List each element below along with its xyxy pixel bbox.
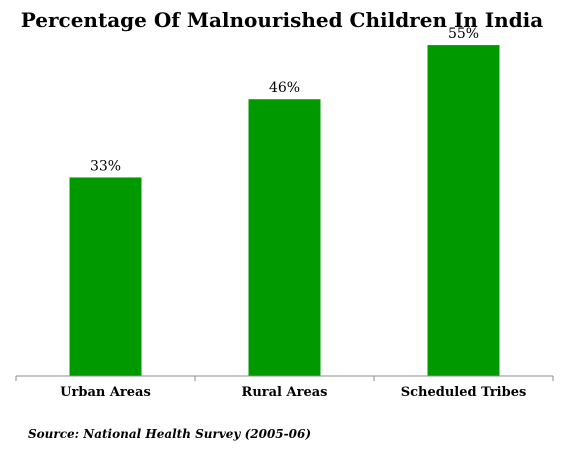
data-label: 46% (269, 80, 300, 96)
data-label: 33% (90, 158, 121, 174)
data-label: 55% (448, 26, 479, 42)
bar-urban-areas (69, 177, 142, 376)
category-labels-group: Urban Areas Rural Areas Scheduled Tribes (60, 385, 526, 400)
data-labels-group: 33% 46% 55% (90, 26, 479, 174)
chart-title: Percentage Of Malnourished Children In I… (20, 8, 544, 32)
category-label: Rural Areas (242, 385, 328, 400)
x-axis-ticks-group (15, 376, 554, 381)
source-note: Source: National Health Survey (2005-06) (28, 427, 312, 441)
category-label: Scheduled Tribes (401, 385, 527, 400)
category-label: Urban Areas (60, 385, 151, 400)
bars-group (69, 45, 500, 376)
bar-scheduled-tribes (427, 45, 500, 376)
bar-rural-areas (248, 99, 321, 376)
